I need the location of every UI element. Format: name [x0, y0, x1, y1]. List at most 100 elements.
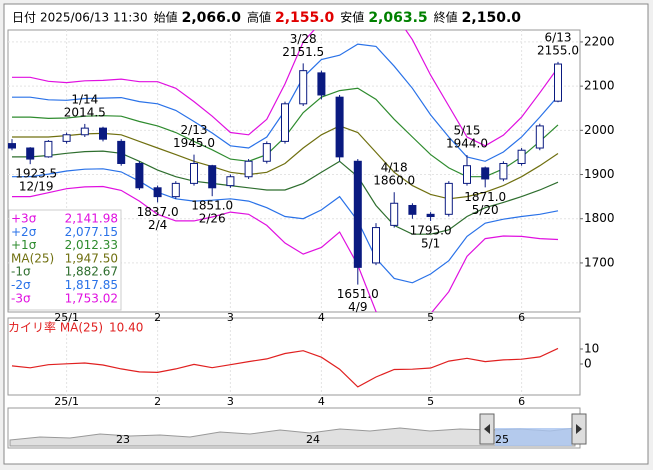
x-tick-label: 5: [427, 311, 434, 324]
candle-body: [171, 182, 180, 198]
candle-body: [353, 160, 362, 268]
x-tick-label: 6: [518, 395, 525, 408]
candle-body: [481, 167, 490, 180]
candle-body: [208, 165, 217, 189]
header-value: 2,063.5: [368, 10, 427, 26]
annotation-date: 2/4: [148, 218, 167, 232]
candle-body: [390, 202, 399, 226]
legend-value: 2,012.33: [65, 238, 118, 252]
annotation-date: 5/15: [454, 124, 481, 138]
candle-body: [299, 70, 308, 105]
annotation-price: 1851.0: [191, 199, 233, 213]
annotation-date: 4/9: [348, 300, 367, 314]
candle-body: [317, 72, 326, 96]
candle-body: [8, 143, 16, 149]
x-tick-label: 25/1: [54, 395, 79, 408]
navigator-label: 24: [306, 433, 320, 446]
candle-body: [408, 204, 417, 215]
candle-body: [135, 162, 144, 189]
y-tick-label: 2000: [584, 123, 615, 137]
legend-name: +2σ: [11, 225, 37, 239]
annotation-price: 2151.5: [282, 45, 324, 59]
y-tick-label: 1700: [584, 255, 615, 269]
annotation-price: 1837.0: [137, 205, 179, 219]
legend-value: 1,753.02: [65, 291, 118, 305]
band-line: [12, 185, 559, 312]
annotation-price: 1944.0: [446, 137, 488, 151]
legend-name: -3σ: [11, 291, 31, 305]
legend-name: +3σ: [11, 212, 37, 226]
y-tick-label: 10: [584, 342, 599, 356]
annotation-date: 12/19: [19, 180, 54, 194]
header: 日付 2025/06/13 11:30 始値 2,066.0 高値 2,155.0 安値 2,…: [12, 10, 521, 27]
candle-body: [335, 96, 344, 158]
candle-body: [554, 63, 562, 102]
x-tick-label: 3: [227, 395, 234, 408]
annotation-price: 2014.5: [64, 105, 106, 119]
navigator-window[interactable]: [495, 428, 572, 446]
annotation-price: 2155.0: [537, 43, 579, 57]
band-line: [12, 30, 559, 147]
candle-body: [44, 140, 53, 158]
candle-body: [244, 160, 253, 178]
navigator-label: 23: [116, 433, 130, 446]
annotation-date: 5/1: [421, 236, 440, 250]
candle-body: [372, 227, 380, 264]
candle-body: [153, 187, 162, 198]
legend-name: +1σ: [11, 238, 37, 252]
annotation-date: 2/13: [181, 123, 208, 137]
header-value: 2,066.0: [182, 10, 242, 26]
header-label: 終値: [434, 10, 458, 25]
header-value: 2025/06/13 11:30: [40, 11, 148, 25]
y-tick-label: 1900: [584, 167, 615, 181]
y-tick-label: 2100: [584, 79, 615, 93]
legend-name: -1σ: [11, 265, 31, 279]
annotation-price: 1871.0: [464, 190, 506, 204]
legend-value: 1,817.85: [65, 278, 118, 292]
legend-name: MA(25): [11, 251, 54, 265]
deviation-line: [11, 347, 559, 388]
x-tick-label: 25/1: [54, 311, 79, 324]
candle-body: [262, 143, 271, 162]
annotation-date: 2/26: [199, 212, 226, 226]
main-plot: [8, 30, 580, 312]
annotation-price: 1923.5: [15, 167, 57, 181]
navigator-label: 25: [495, 433, 509, 446]
deviation-title: カイリ率 MA(25): [8, 320, 103, 335]
candle-body: [426, 213, 435, 218]
header-label: 高値: [247, 10, 271, 25]
header-value: 2,155.0: [275, 10, 335, 26]
deviation-plot: [11, 318, 559, 395]
header-label: 始値: [154, 10, 178, 25]
header-value: 2,150.0: [462, 10, 522, 26]
deviation-value: 10.40: [109, 321, 143, 335]
legend-name: -2σ: [11, 278, 31, 292]
candle-body: [80, 127, 89, 136]
band-line: [12, 168, 559, 284]
scroll-left-arrow: [484, 424, 490, 434]
candle-body: [62, 134, 71, 142]
header-label: 安値: [340, 10, 364, 25]
annotation-price: 1945.0: [173, 136, 215, 150]
x-tick-label: 4: [318, 311, 325, 324]
band-line: [12, 150, 559, 235]
candle-body: [463, 165, 471, 184]
x-tick-label: 2: [154, 311, 161, 324]
annotation-date: 3/28: [290, 32, 317, 46]
annotation-price: 1860.0: [373, 174, 415, 188]
legend-value: 1,882.67: [65, 265, 118, 279]
candle-body: [499, 162, 508, 180]
legend-value: 2,141.98: [65, 212, 118, 226]
candle-body: [517, 149, 526, 164]
candle-body: [281, 103, 289, 142]
candle-body: [444, 182, 453, 215]
annotation-date: 5/20: [472, 203, 499, 217]
header-label: 日付: [12, 11, 36, 25]
candle-body: [117, 140, 126, 164]
y-tick-label: 2200: [584, 34, 615, 48]
labels: 17001800190020002100220001025/125/122334…: [8, 30, 615, 446]
candle-body: [226, 176, 235, 187]
candle-body: [99, 127, 107, 140]
legend-box: [8, 209, 122, 311]
